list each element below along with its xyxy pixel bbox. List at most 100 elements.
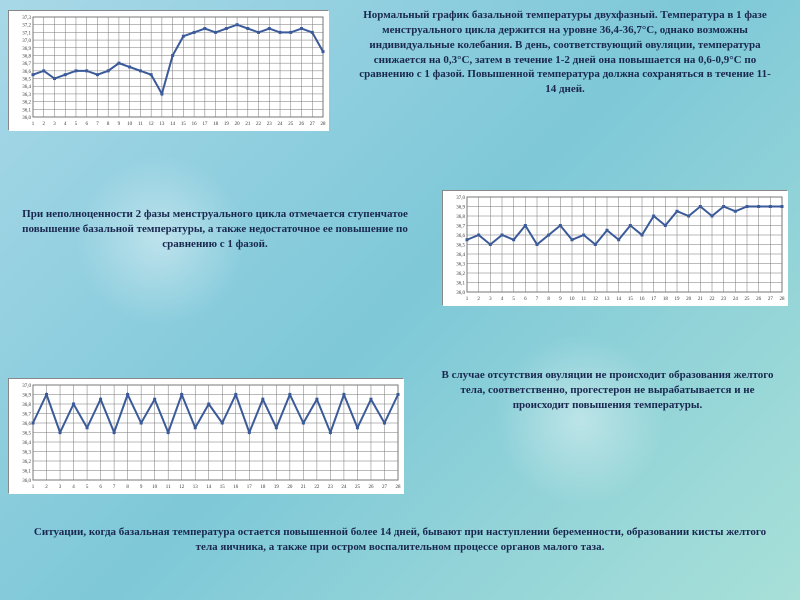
svg-text:11: 11 bbox=[166, 485, 171, 490]
svg-text:36,0: 36,0 bbox=[22, 479, 31, 484]
svg-text:25: 25 bbox=[355, 485, 361, 490]
svg-text:14: 14 bbox=[206, 485, 212, 490]
svg-text:36,6: 36,6 bbox=[22, 422, 31, 427]
svg-text:10: 10 bbox=[570, 297, 576, 302]
svg-text:21: 21 bbox=[698, 297, 704, 302]
svg-text:20: 20 bbox=[686, 297, 692, 302]
svg-text:37,0: 37,0 bbox=[456, 196, 465, 201]
svg-text:28: 28 bbox=[396, 485, 402, 490]
chart-anovulatory: 36,0 36,1 36,2 36,3 36,4 36,5 36,6 36,7 36,8 36,9… bbox=[8, 378, 403, 493]
svg-text:36,4: 36,4 bbox=[456, 253, 465, 258]
svg-text:27: 27 bbox=[310, 122, 316, 127]
normal-description: Нормальный график базальной температуры … bbox=[355, 8, 775, 97]
svg-text:36,2: 36,2 bbox=[22, 460, 31, 465]
svg-text:36,5: 36,5 bbox=[456, 244, 465, 249]
svg-text:17: 17 bbox=[202, 122, 208, 127]
svg-text:36,4: 36,4 bbox=[22, 441, 31, 446]
svg-text:24: 24 bbox=[733, 297, 739, 302]
svg-text:14: 14 bbox=[170, 122, 176, 127]
svg-text:24: 24 bbox=[341, 485, 347, 490]
svg-text:36,3: 36,3 bbox=[456, 263, 465, 268]
svg-text:17: 17 bbox=[651, 297, 657, 302]
svg-text:26: 26 bbox=[756, 297, 762, 302]
svg-text:36,6: 36,6 bbox=[22, 70, 31, 75]
svg-text:23: 23 bbox=[267, 122, 273, 127]
svg-text:23: 23 bbox=[721, 297, 727, 302]
svg-text:37,0: 37,0 bbox=[22, 384, 31, 389]
svg-text:22: 22 bbox=[314, 485, 320, 490]
svg-text:22: 22 bbox=[256, 122, 262, 127]
svg-text:37,3: 37,3 bbox=[22, 16, 31, 21]
svg-text:25: 25 bbox=[745, 297, 751, 302]
svg-text:19: 19 bbox=[224, 122, 230, 127]
svg-text:13: 13 bbox=[605, 297, 611, 302]
svg-text:36,9: 36,9 bbox=[22, 47, 31, 52]
svg-text:23: 23 bbox=[328, 485, 334, 490]
svg-text:24: 24 bbox=[278, 122, 284, 127]
svg-text:36,2: 36,2 bbox=[456, 272, 465, 277]
svg-text:37,0: 37,0 bbox=[22, 39, 31, 44]
anovulatory-description: В случае отсутствия овуляции не происход… bbox=[440, 368, 775, 413]
svg-text:28: 28 bbox=[780, 297, 786, 302]
svg-text:15: 15 bbox=[220, 485, 226, 490]
svg-text:10: 10 bbox=[152, 485, 158, 490]
svg-text:25: 25 bbox=[288, 122, 294, 127]
svg-text:20: 20 bbox=[235, 122, 241, 127]
svg-text:37,2: 37,2 bbox=[22, 24, 31, 29]
svg-text:37,1: 37,1 bbox=[22, 31, 31, 36]
svg-text:36,1: 36,1 bbox=[456, 282, 465, 287]
svg-text:36,7: 36,7 bbox=[22, 62, 31, 67]
svg-text:15: 15 bbox=[628, 297, 634, 302]
svg-text:36,9: 36,9 bbox=[456, 206, 465, 211]
svg-text:36,5: 36,5 bbox=[22, 432, 31, 437]
svg-text:21: 21 bbox=[301, 485, 307, 490]
svg-text:18: 18 bbox=[213, 122, 219, 127]
svg-text:36,2: 36,2 bbox=[22, 101, 31, 106]
svg-text:26: 26 bbox=[299, 122, 305, 127]
svg-text:36,8: 36,8 bbox=[22, 403, 31, 408]
svg-text:19: 19 bbox=[274, 485, 280, 490]
svg-text:36,1: 36,1 bbox=[22, 108, 31, 113]
svg-text:36,4: 36,4 bbox=[22, 85, 31, 90]
svg-text:18: 18 bbox=[260, 485, 266, 490]
svg-text:13: 13 bbox=[159, 122, 165, 127]
svg-text:12: 12 bbox=[179, 485, 185, 490]
footer-note: Ситуации, когда базальная температура ос… bbox=[30, 525, 770, 555]
luteal-description: При неполноценности 2 фазы менструальног… bbox=[20, 207, 410, 252]
chart-normal: 36,0 36,1 36,2 36,3 36,4 36,5 36,6 36,7 36,8 36,9… bbox=[8, 10, 328, 130]
svg-text:36,3: 36,3 bbox=[22, 451, 31, 456]
svg-text:10: 10 bbox=[127, 122, 132, 127]
svg-text:36,7: 36,7 bbox=[456, 225, 465, 230]
svg-text:27: 27 bbox=[382, 485, 388, 490]
svg-text:36,7: 36,7 bbox=[22, 413, 31, 418]
svg-text:21: 21 bbox=[245, 122, 251, 127]
svg-text:11: 11 bbox=[581, 297, 586, 302]
svg-text:36,8: 36,8 bbox=[456, 215, 465, 220]
svg-text:18: 18 bbox=[663, 297, 669, 302]
svg-text:36,8: 36,8 bbox=[22, 54, 31, 59]
svg-text:19: 19 bbox=[675, 297, 681, 302]
svg-text:17: 17 bbox=[247, 485, 253, 490]
chart-luteal-deficiency: 36,0 36,1 36,2 36,3 36,4 36,5 36,6 36,7 36,8 36,9… bbox=[442, 190, 787, 305]
svg-text:20: 20 bbox=[287, 485, 293, 490]
svg-text:36,3: 36,3 bbox=[22, 93, 31, 98]
svg-text:16: 16 bbox=[192, 122, 198, 127]
svg-text:22: 22 bbox=[710, 297, 716, 302]
svg-text:27: 27 bbox=[768, 297, 774, 302]
svg-text:16: 16 bbox=[640, 297, 646, 302]
svg-text:36,6: 36,6 bbox=[456, 234, 465, 239]
svg-text:28: 28 bbox=[321, 122, 327, 127]
svg-text:36,9: 36,9 bbox=[22, 394, 31, 399]
svg-text:12: 12 bbox=[593, 297, 599, 302]
svg-text:26: 26 bbox=[368, 485, 374, 490]
svg-text:13: 13 bbox=[193, 485, 199, 490]
svg-text:14: 14 bbox=[616, 297, 622, 302]
svg-text:36,1: 36,1 bbox=[22, 470, 31, 475]
svg-text:36,0: 36,0 bbox=[456, 291, 465, 296]
svg-text:16: 16 bbox=[233, 485, 239, 490]
svg-text:36,0: 36,0 bbox=[22, 116, 31, 121]
svg-text:11: 11 bbox=[138, 122, 143, 127]
svg-text:15: 15 bbox=[181, 122, 187, 127]
svg-text:12: 12 bbox=[149, 122, 155, 127]
svg-text:36,5: 36,5 bbox=[22, 78, 31, 83]
